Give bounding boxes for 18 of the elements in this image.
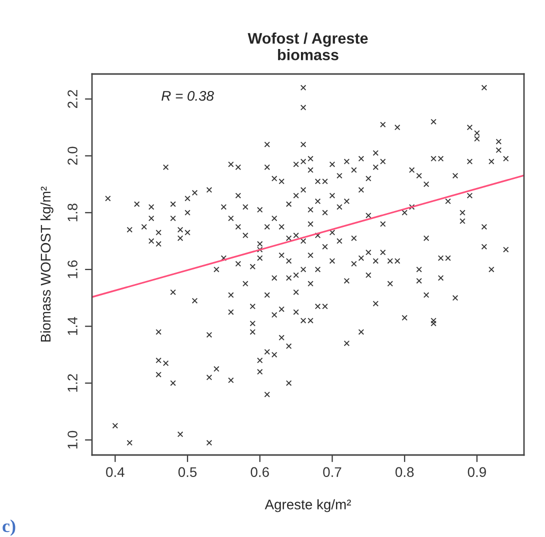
- y-tick-label: 1.2: [68, 374, 78, 392]
- x-tick-label: 0.6: [250, 467, 269, 478]
- y-tick-label: 1.8: [68, 204, 78, 222]
- y-axis-title: Biomass WOFOST kg/m²: [40, 186, 54, 342]
- y-tick-label: 1.6: [68, 260, 78, 278]
- y-tick-label: 1.4: [68, 317, 78, 335]
- y-tick-label: 2.0: [68, 146, 78, 165]
- y-tick-label: 1.0: [68, 430, 78, 449]
- chart-title: Wofost / Agreste biomass: [248, 32, 368, 60]
- y-tick-label: 2.2: [68, 90, 78, 108]
- x-tick-label: 0.9: [468, 467, 486, 478]
- annotation: R = 0.38: [162, 90, 214, 101]
- x-tick-label: 0.5: [178, 467, 197, 478]
- x-axis-title: Agreste kg/m²: [264, 499, 351, 512]
- x-tick-label: 0.7: [323, 467, 342, 478]
- x-tick-label: 0.8: [395, 467, 414, 478]
- x-tick-label: 0.4: [106, 467, 124, 478]
- text: c): [2, 519, 16, 536]
